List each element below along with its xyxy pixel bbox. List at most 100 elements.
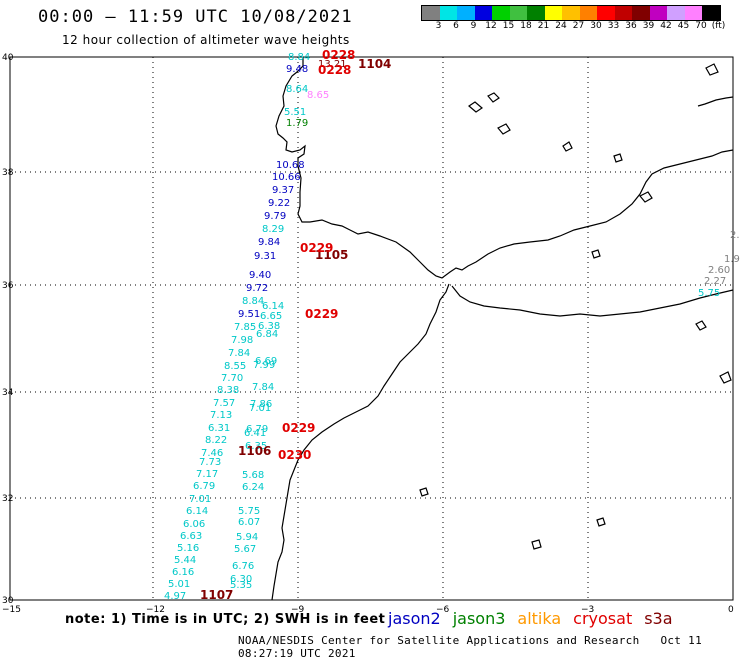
lon-label: −12	[146, 605, 165, 615]
wave-height-label: 5.35	[230, 580, 252, 591]
wave-height-label: 4.97	[164, 591, 186, 602]
wave-height-label: 9.84	[258, 237, 280, 248]
wave-height-label: 7.99	[253, 360, 275, 371]
wave-height-label: 7.84	[228, 348, 250, 359]
wave-height-label: 5.67	[234, 544, 256, 555]
legend-label: 21	[537, 21, 550, 31]
wave-height-label: 7.01	[249, 403, 271, 414]
legend-swatch	[544, 6, 562, 20]
wave-height-label: 1.79	[286, 118, 308, 129]
legend-swatch	[509, 6, 527, 20]
wave-height-label: 0228	[322, 48, 355, 62]
lon-label: −3	[581, 605, 594, 615]
wave-height-label: 6.76	[232, 561, 254, 572]
legend-swatch	[684, 6, 702, 20]
lat-label: 38	[2, 168, 14, 178]
wave-height-label: 9.48	[286, 64, 308, 75]
lon-label: −15	[2, 605, 21, 615]
legend-label: 70	[695, 21, 707, 31]
wave-height-label: 10.66	[272, 172, 301, 183]
wave-height-label: 6.14	[262, 301, 284, 312]
wave-height-label: 0229	[282, 421, 315, 435]
satellite-cryosat: cryosat	[573, 609, 633, 628]
map-title: 00:00 – 11:59 UTC 10/08/2021	[38, 7, 353, 27]
wave-height-label: 7.73	[199, 457, 221, 468]
legend-label: 9	[470, 21, 477, 31]
wave-height-label: 7.86	[250, 399, 272, 410]
wave-height-label: 9.37	[272, 185, 294, 196]
lat-label: 32	[2, 494, 13, 504]
wave-height-label: 10.68	[276, 160, 305, 171]
legend-label: 30	[590, 21, 602, 31]
satellite-s3a: s3a	[644, 609, 673, 628]
wave-height-label: 0229	[300, 241, 333, 255]
legend-swatch	[579, 6, 597, 20]
wave-height-label: 7.13	[210, 410, 232, 421]
legend-label: 6	[453, 21, 459, 31]
wave-height-label: 8.84	[288, 52, 310, 63]
legend-swatch	[457, 6, 475, 20]
wave-height-label: 7.01	[189, 494, 211, 505]
wave-height-label: 13.21	[318, 59, 347, 70]
wave-height-label: 6.79	[246, 424, 268, 435]
color-legend	[421, 5, 721, 21]
units-note: note: 1) Time is in UTC; 2) SWH is in fe…	[65, 612, 386, 627]
lon-label: 0	[728, 605, 734, 615]
legend-label: 42	[660, 21, 672, 31]
satellite-altika: altika	[517, 609, 562, 628]
wave-height-label: 0228	[318, 63, 351, 77]
coastline	[271, 57, 734, 601]
wave-height-label: 5.75	[698, 288, 720, 299]
wave-height-label: 1.9	[724, 254, 740, 265]
wave-height-label: 8.84	[242, 296, 264, 307]
legend-label: (ft)	[711, 21, 726, 31]
wave-height-label: 5.75	[238, 506, 260, 517]
legend-label: 33	[607, 21, 620, 31]
wave-height-label: 6.14	[186, 506, 208, 517]
wave-height-label: 6.06	[183, 519, 205, 530]
wave-height-label: 7.98	[231, 335, 253, 346]
wave-height-label: 5.94	[236, 532, 258, 543]
wave-height-label: 7.17	[196, 469, 218, 480]
wave-height-label: 6.38	[258, 321, 280, 332]
wave-height-label: 8.29	[262, 224, 284, 235]
wave-height-label: 7.57	[213, 398, 235, 409]
legend-swatch	[439, 6, 457, 20]
axis-labels: 40 38 36 34 32 30 −15 −12 −9 −6 −3 0	[2, 53, 734, 615]
wave-height-label: 6.31	[208, 423, 230, 434]
wave-height-label: 6.69	[255, 356, 277, 367]
map-frame	[9, 56, 734, 601]
wave-height-label: 1107	[200, 588, 233, 602]
wave-height-label: 6.79	[193, 481, 215, 492]
wave-observations: 8.849.48 13.218.648.655.511.7910.6810.669…	[164, 48, 740, 602]
lat-label: 34	[2, 388, 14, 398]
legend-swatch	[632, 6, 650, 20]
map-subtitle: 12 hour collection of altimeter wave hei…	[62, 33, 350, 47]
wave-height-label: 0230	[278, 448, 311, 462]
wave-height-label: 1106	[238, 444, 271, 458]
wave-height-label: 2.1	[730, 230, 740, 241]
wave-height-label: 6.16	[172, 567, 194, 578]
wave-height-label: 9.31	[254, 251, 276, 262]
legend-swatch	[422, 6, 440, 20]
wave-height-label: 2.27	[704, 276, 726, 287]
wave-height-label: 1105	[315, 248, 348, 262]
legend-label: 45	[677, 21, 690, 31]
legend-swatch	[474, 6, 492, 20]
legend-swatch	[614, 6, 632, 20]
wave-height-label: 6.07	[238, 517, 260, 528]
wave-height-label: 7.85	[234, 322, 256, 333]
wave-height-label: 7.70	[221, 373, 243, 384]
legend-swatch	[667, 6, 685, 20]
wave-height-label: 9.79	[264, 211, 286, 222]
legend-label: 3	[435, 21, 442, 31]
wave-height-label: 8.55	[224, 361, 246, 372]
wave-height-label: 6.65	[260, 311, 282, 322]
legend-label: 27	[572, 21, 585, 31]
satellite-jason2: jason2	[388, 609, 441, 628]
wave-height-label: 9.40	[249, 270, 271, 281]
lat-label: 30	[2, 596, 14, 606]
wave-height-label: 5.68	[242, 470, 264, 481]
legend-label: 18	[520, 21, 532, 31]
